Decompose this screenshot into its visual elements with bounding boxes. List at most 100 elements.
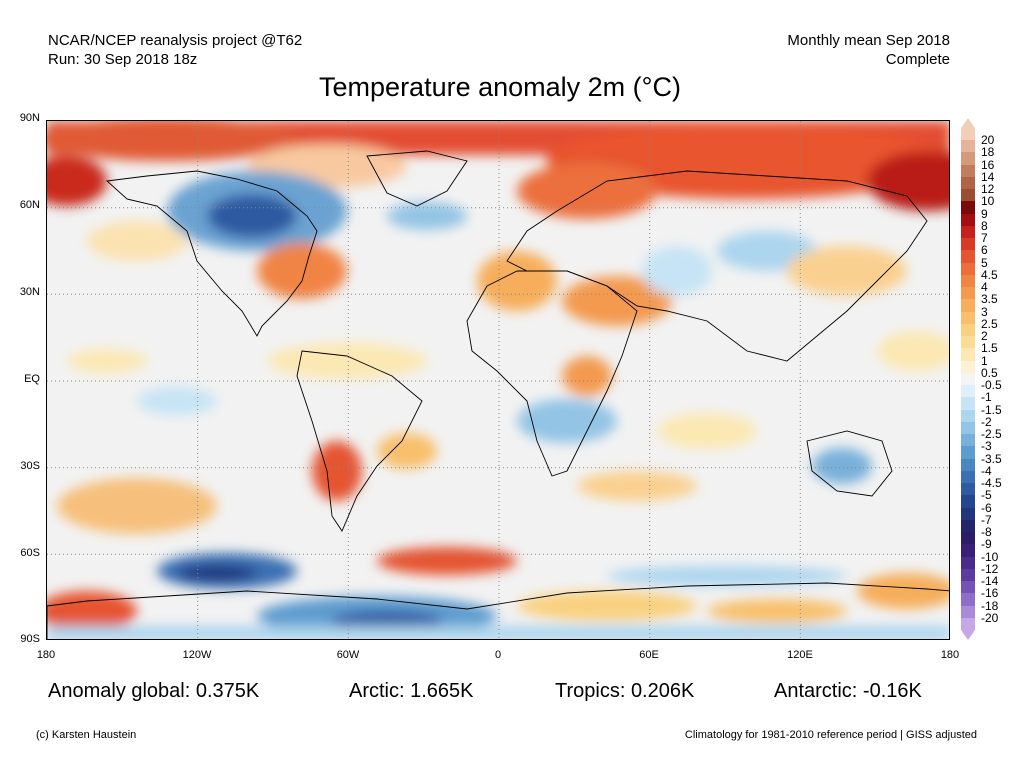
colorbar-segment (961, 287, 975, 300)
colorbar-label: -7 (981, 512, 992, 527)
colorbar-label: 0.5 (981, 365, 998, 380)
lat-label-30s: 30S (20, 460, 40, 472)
colorbar-label: -3 (981, 439, 992, 454)
colorbar-segment (961, 507, 975, 521)
colorbar-label: -6 (981, 500, 992, 515)
colorbar-segment (961, 360, 975, 374)
colorbar-segment (961, 299, 975, 313)
lon-label-120w: 120W (182, 649, 212, 661)
colorbar-segment (961, 495, 975, 509)
colorbar-label: -2.5 (981, 427, 1002, 442)
colorbar-label: 2.5 (981, 316, 998, 331)
colorbar-label: 1 (981, 353, 988, 368)
lon-label-60e: 60E (639, 649, 659, 661)
colorbar-segment (961, 213, 975, 227)
colorbar-label: 1.5 (981, 341, 998, 356)
colorbar-label: -9 (981, 537, 992, 552)
colorbar-label: 14 (981, 169, 995, 184)
climatology-note: Climatology for 1981-2010 reference peri… (684, 729, 977, 741)
colorbar-segment (961, 201, 975, 215)
colorbar-label: 12 (981, 182, 995, 197)
colorbar-label: 7 (981, 231, 988, 246)
colorbar-segment (961, 421, 975, 435)
colorbar-segment (961, 336, 975, 349)
colorbar-label: 5 (981, 255, 988, 270)
colorbar-label: -5 (981, 488, 992, 503)
model-label: NCAR/NCEP reanalysis project @T62 (48, 32, 303, 49)
colorbar-segment (961, 446, 975, 460)
colorbar-segment (961, 605, 975, 619)
colorbar-segment (961, 617, 975, 631)
colorbar-label: 8 (981, 218, 988, 233)
lon-label-120e: 120E (787, 649, 813, 661)
colorbar-segment (961, 189, 975, 202)
colorbar-max-arrow (961, 118, 975, 128)
colorbar-segment (961, 470, 975, 484)
lat-label-30n: 30N (19, 286, 40, 298)
colorbar-segment (961, 434, 975, 447)
colorbar-segment (961, 385, 975, 398)
stat-antarctic: Antarctic: -0.16K (774, 680, 922, 702)
colorbar-segment (961, 176, 975, 190)
colorbar-segment (961, 458, 975, 472)
colorbar-label: 2 (981, 329, 988, 344)
anomaly-map (46, 120, 950, 640)
stat-tropics: Tropics: 0.206K (555, 680, 695, 702)
lat-label-eq: EQ (24, 373, 40, 385)
colorbar-label: 18 (981, 145, 995, 160)
colorbar-label: -4.5 (981, 476, 1002, 491)
graticule (47, 121, 949, 639)
colorbar-label: -3.5 (981, 451, 1002, 466)
colorbar-segment (961, 397, 975, 411)
colorbar-segment (961, 581, 975, 594)
colorbar-label: 10 (981, 194, 995, 209)
anomaly-field (47, 121, 949, 639)
colorbar-label: -10 (981, 549, 999, 564)
colorbar-label: -2 (981, 414, 992, 429)
colorbar-segment (961, 519, 975, 533)
lon-label-0: 0 (494, 649, 502, 661)
colorbar-segment (961, 140, 975, 153)
colorbar-segment (961, 152, 975, 166)
colorbar-segment (961, 483, 975, 496)
colorbar (961, 118, 975, 640)
colorbar-label: 6 (981, 243, 988, 258)
colorbar-label: 20 (981, 133, 995, 148)
lat-label-90n: 90N (19, 112, 40, 124)
colorbar-segment (961, 274, 975, 288)
colorbar-segment (961, 238, 975, 251)
colorbar-segment (961, 348, 975, 362)
lat-label-60s: 60S (20, 547, 40, 559)
lat-label-60n: 60N (19, 199, 40, 211)
colorbar-segment (961, 544, 975, 558)
colorbar-segment (961, 593, 975, 606)
colorbar-segment (961, 568, 975, 582)
stat-global: Anomaly global: 0.375K (48, 680, 260, 702)
colorbar-label: -14 (981, 574, 999, 589)
copyright-label: (c) Karsten Haustein (36, 729, 137, 741)
colorbar-label: -12 (981, 561, 999, 576)
colorbar-label: -18 (981, 598, 999, 613)
status-label: Complete (885, 51, 950, 68)
colorbar-label: -8 (981, 525, 992, 540)
colorbar-segment (961, 225, 975, 239)
colorbar-label: -0.5 (981, 378, 1002, 393)
map-title: Temperature anomaly 2m (°C) (319, 72, 681, 102)
colorbar-label: 4.5 (981, 267, 998, 282)
colorbar-segment (961, 250, 975, 264)
header-left: NCAR/NCEP reanalysis project @T62 Run: 3… (48, 31, 302, 69)
colorbar-label: 16 (981, 157, 995, 172)
colorbar-label: 4 (981, 280, 988, 295)
colorbar-segment (961, 556, 975, 570)
run-label: Run: 30 Sep 2018 18z (48, 51, 198, 68)
colorbar-segment (961, 128, 975, 141)
colorbar-label: -4 (981, 463, 992, 478)
colorbar-segment (961, 409, 975, 423)
map-canvas (47, 121, 949, 639)
colorbar-segment (961, 164, 975, 178)
colorbar-label: 3 (981, 304, 988, 319)
colorbar-label: -16 (981, 586, 999, 601)
lat-label-90s: 90S (20, 633, 40, 645)
colorbar-segment (961, 262, 975, 276)
colorbar-segment (961, 372, 975, 386)
